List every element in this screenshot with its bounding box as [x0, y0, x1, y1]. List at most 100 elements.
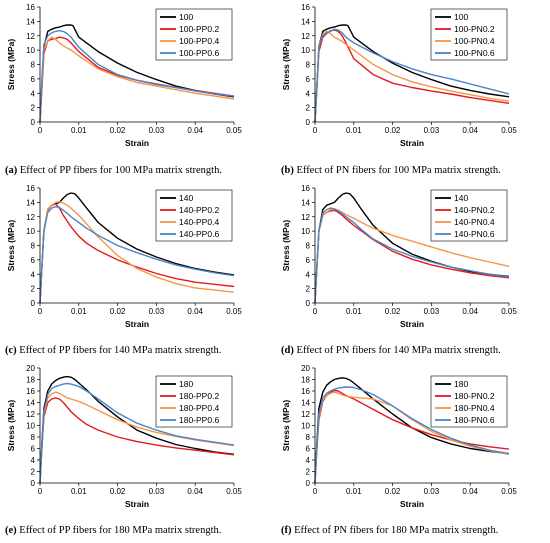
caption-tag: (f)	[281, 525, 292, 536]
series-line-100-PN0.4	[314, 30, 510, 123]
y-tick-label: 6	[306, 445, 311, 454]
y-axis-label: Stress (MPa)	[281, 220, 291, 272]
y-axis-label: Stress (MPa)	[6, 400, 16, 452]
legend-label: 180-PN0.2	[454, 391, 495, 401]
caption-a: (a) Effect of PP fibers for 100 MPa matr…	[5, 165, 222, 176]
y-tick-label: 6	[306, 256, 311, 265]
x-tick-label: 0.02	[110, 126, 126, 135]
y-tick-label: 16	[301, 387, 310, 396]
x-tick-label: 0.04	[187, 487, 203, 496]
chart-svg-a: 0 2 4 6 8 10 12 14 16 0 0.01 0.02 0.03 0.04 0.05 Strain…	[6, 3, 242, 148]
x-axis-label: Strain	[400, 138, 424, 148]
y-tick-label: 4	[306, 456, 311, 465]
legend-label: 140-PN0.2	[454, 205, 495, 215]
y-tick-label: 8	[31, 433, 36, 442]
caption-tag: (d)	[281, 345, 294, 356]
y-tick-label: 2	[306, 285, 311, 294]
y-tick-label: 14	[301, 198, 310, 207]
legend-label: 100-PP0.6	[179, 48, 219, 58]
y-tick-label: 2	[31, 468, 36, 477]
y-tick-label: 14	[26, 198, 35, 207]
series-line-180-PP0.2	[39, 397, 235, 484]
legend-label: 100-PN0.6	[454, 48, 495, 58]
series-line-100-PN0.6	[314, 28, 510, 123]
series-line-140-PP0.6	[39, 206, 235, 304]
caption-text: Effect of PP fibers for 140 MPa matrix s…	[16, 345, 222, 356]
legend-label: 180-PN0.6	[454, 415, 495, 425]
y-tick-label: 4	[31, 89, 36, 98]
y-tick-label: 18	[301, 376, 310, 385]
series-line-180-PP0.4	[39, 391, 235, 484]
x-tick-label: 0.03	[424, 307, 440, 316]
legend-label: 180-PN0.4	[454, 403, 495, 413]
series-line-100	[314, 24, 510, 123]
x-tick-label: 0.02	[110, 307, 126, 316]
legend-label: 140-PP0.4	[179, 217, 219, 227]
y-tick-label: 0	[306, 479, 311, 488]
chart-svg-d: 0 2 4 6 8 10 12 14 16 0 0.01 0.02 0.03 0.04 0.05 Strain…	[281, 184, 517, 329]
y-tick-label: 10	[26, 46, 35, 55]
legend-label: 140-PP0.6	[179, 229, 219, 239]
caption-c: (c) Effect of PP fibers for 140 MPa matr…	[5, 345, 221, 356]
series-line-180	[314, 377, 510, 484]
x-tick-label: 0.04	[187, 307, 203, 316]
legend-label: 100-PN0.4	[454, 36, 495, 46]
y-tick-label: 8	[31, 242, 36, 251]
x-axis-label: Strain	[125, 499, 149, 509]
x-tick-label: 0.01	[71, 126, 87, 135]
x-tick-label: 0.03	[149, 126, 165, 135]
x-tick-label: 0	[38, 487, 43, 496]
y-tick-label: 12	[301, 213, 310, 222]
y-tick-label: 4	[306, 270, 311, 279]
y-tick-label: 12	[301, 32, 310, 41]
caption-b: (b) Effect of PN fibers for 100 MPa matr…	[281, 165, 501, 176]
y-axis-label: Stress (MPa)	[6, 220, 16, 272]
caption-text: Effect of PN fibers for 100 MPa matrix s…	[293, 165, 501, 176]
y-tick-label: 8	[306, 61, 311, 70]
y-tick-label: 20	[26, 364, 35, 373]
chart-svg-c: 0 2 4 6 8 10 12 14 16 0 0.01 0.02 0.03 0.04 0.05 Strain…	[6, 184, 242, 329]
legend-label: 140-PN0.4	[454, 217, 495, 227]
legend-label: 180	[179, 379, 193, 389]
x-tick-label: 0.05	[226, 307, 242, 316]
legend-label: 140	[454, 193, 468, 203]
x-tick-label: 0.04	[462, 126, 478, 135]
y-tick-label: 0	[31, 299, 36, 308]
series-line-180-PP0.6	[39, 382, 235, 484]
y-axis-label: Stress (MPa)	[6, 39, 16, 91]
chart-svg-f: 0 2 4 6 8 10 12 14 16 18 20 0 0.01 0.02 0.03 0.04 0.05 St…	[281, 364, 517, 509]
y-tick-label: 0	[31, 479, 36, 488]
x-tick-label: 0.05	[226, 487, 242, 496]
y-axis-label: Stress (MPa)	[281, 39, 291, 91]
x-tick-label: 0.02	[110, 487, 126, 496]
y-tick-label: 6	[31, 445, 36, 454]
caption-tag: (c)	[5, 345, 17, 356]
x-tick-label: 0.01	[346, 126, 362, 135]
x-tick-label: 0	[313, 307, 318, 316]
y-tick-label: 12	[301, 410, 310, 419]
x-tick-label: 0.04	[462, 307, 478, 316]
chart-panel-a: 0 2 4 6 8 10 12 14 16 0 0.01 0.02 0.03 0.04 0.05 Strain…	[0, 3, 242, 156]
y-tick-label: 16	[26, 387, 35, 396]
x-tick-label: 0.05	[226, 126, 242, 135]
legend: 100 100-PN0.2 100-PN0.4 100-PN0.6	[430, 8, 508, 61]
series-line-140-PN0.6	[314, 207, 510, 304]
x-tick-label: 0.04	[462, 487, 478, 496]
y-tick-label: 6	[31, 256, 36, 265]
series-line-100-PP0.6	[39, 30, 235, 123]
y-tick-label: 12	[26, 410, 35, 419]
y-tick-label: 0	[31, 118, 36, 127]
x-tick-label: 0.04	[187, 126, 203, 135]
y-tick-label: 0	[306, 299, 311, 308]
x-tick-label: 0	[313, 487, 318, 496]
y-tick-label: 8	[306, 242, 311, 251]
x-tick-label: 0.01	[71, 307, 87, 316]
x-tick-label: 0	[313, 126, 318, 135]
y-tick-label: 12	[26, 213, 35, 222]
legend: 140 140-PN0.2 140-PN0.4 140-PN0.6	[430, 189, 508, 242]
x-tick-label: 0.01	[346, 487, 362, 496]
x-tick-label: 0	[38, 126, 43, 135]
y-tick-label: 16	[301, 184, 310, 193]
legend-label: 180-PP0.2	[179, 391, 219, 401]
caption-f: (f) Effect of PN fibers for 180 MPa matr…	[281, 525, 498, 536]
